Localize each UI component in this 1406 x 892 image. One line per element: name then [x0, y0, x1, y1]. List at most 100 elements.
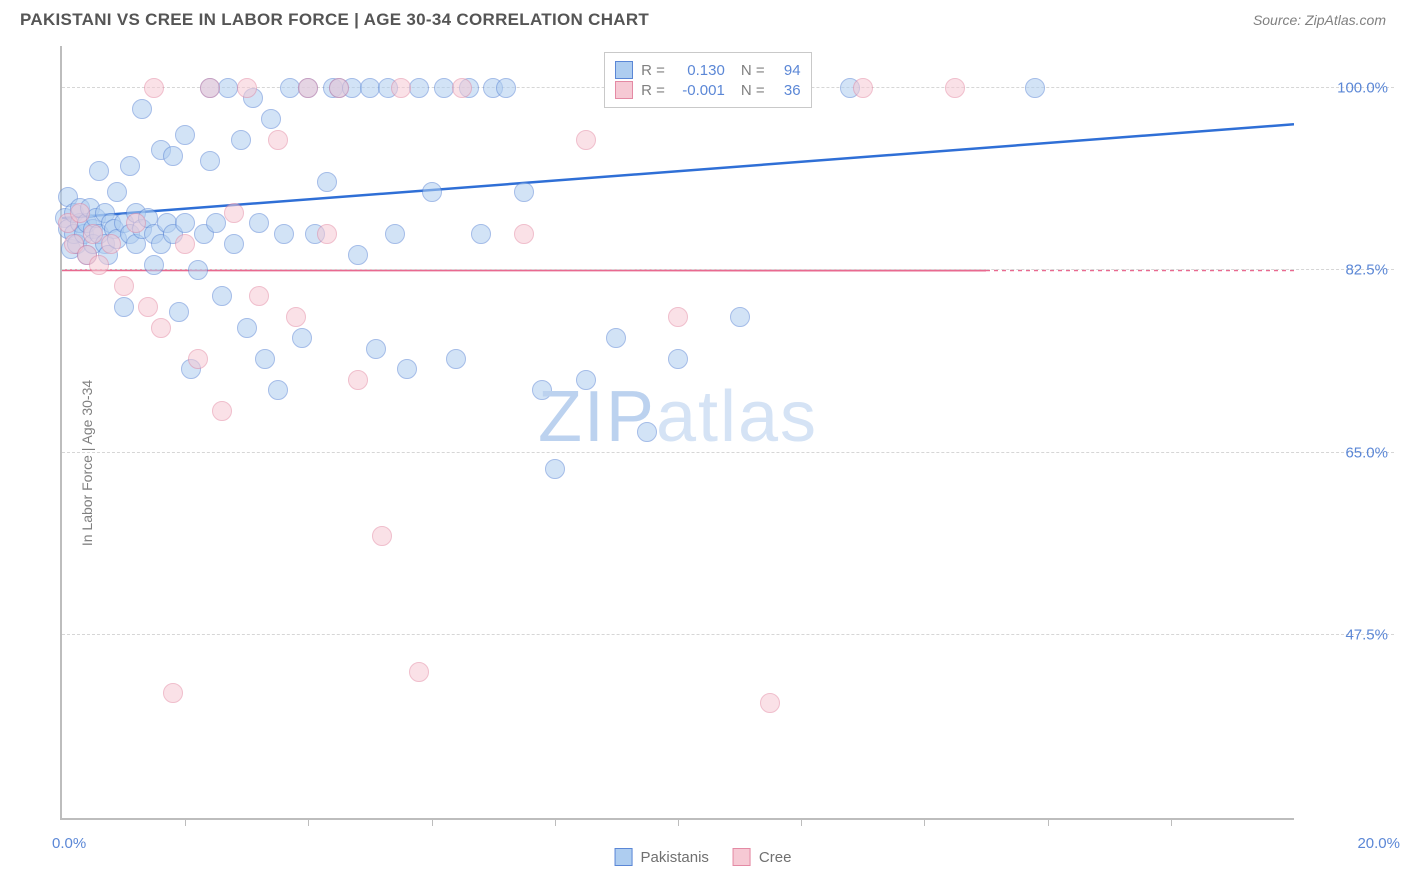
data-point [471, 224, 491, 244]
data-point [138, 208, 158, 228]
data-point [74, 224, 94, 244]
data-point [212, 401, 232, 421]
data-point [83, 219, 103, 239]
data-point [64, 203, 84, 223]
data-point [114, 276, 134, 296]
data-point [323, 78, 343, 98]
data-point [459, 78, 479, 98]
data-point [151, 140, 171, 160]
legend-item: Cree [733, 848, 792, 866]
data-point [206, 213, 226, 233]
legend-n-label: N = [741, 82, 765, 99]
chart-container: In Labor Force | Age 30-34 ZIPatlas R =0… [12, 46, 1394, 880]
data-point [261, 109, 281, 129]
legend-series-label: Cree [759, 849, 792, 866]
data-point [89, 255, 109, 275]
data-point [268, 130, 288, 150]
x-tick-label: 0.0% [52, 835, 86, 852]
data-point [181, 359, 201, 379]
data-point [348, 370, 368, 390]
x-tick [801, 818, 802, 826]
data-point [268, 380, 288, 400]
x-tick [924, 818, 925, 826]
correlation-legend: R =0.130N =94R =-0.001N =36 [604, 52, 812, 108]
x-tick [555, 818, 556, 826]
data-point [1025, 78, 1045, 98]
data-point [132, 219, 152, 239]
data-point [532, 380, 552, 400]
data-point [126, 234, 146, 254]
data-point [89, 161, 109, 181]
data-point [126, 213, 146, 233]
data-point [70, 203, 90, 223]
legend-r-value: -0.001 [671, 82, 725, 99]
legend-r-label: R = [641, 62, 665, 79]
data-point [58, 187, 78, 207]
data-point [348, 245, 368, 265]
y-tick-label: 65.0% [1300, 444, 1388, 461]
data-point [194, 224, 214, 244]
data-point [163, 146, 183, 166]
data-point [391, 78, 411, 98]
data-point [101, 234, 121, 254]
data-point [70, 198, 90, 218]
data-point [514, 182, 534, 202]
data-point [64, 234, 84, 254]
data-point [132, 99, 152, 119]
data-point [329, 78, 349, 98]
data-point [89, 224, 109, 244]
data-point [292, 328, 312, 348]
legend-n-value: 36 [771, 82, 801, 99]
data-point [58, 213, 78, 233]
legend-swatch [615, 81, 633, 99]
data-point [385, 224, 405, 244]
gridline [62, 634, 1394, 635]
data-point [86, 208, 106, 228]
data-point [231, 130, 251, 150]
data-point [200, 78, 220, 98]
data-point [452, 78, 472, 98]
data-point [107, 229, 127, 249]
data-point [249, 213, 269, 233]
trend-lines [62, 46, 1294, 818]
data-point [637, 422, 657, 442]
data-point [409, 78, 429, 98]
data-point [360, 78, 380, 98]
x-tick-label: 20.0% [1357, 835, 1400, 852]
data-point [668, 349, 688, 369]
data-point [151, 318, 171, 338]
legend-swatch [615, 61, 633, 79]
data-point [77, 245, 97, 265]
data-point [397, 359, 417, 379]
data-point [224, 234, 244, 254]
legend-r-value: 0.130 [671, 62, 725, 79]
data-point [126, 203, 146, 223]
data-point [114, 213, 134, 233]
data-point [255, 349, 275, 369]
data-point [606, 328, 626, 348]
data-point [545, 459, 565, 479]
data-point [576, 130, 596, 150]
data-point [61, 239, 81, 259]
data-point [274, 224, 294, 244]
data-point [144, 224, 164, 244]
legend-n-label: N = [741, 62, 765, 79]
data-point [175, 213, 195, 233]
data-point [280, 78, 300, 98]
data-point [175, 125, 195, 145]
data-point [151, 234, 171, 254]
data-point [576, 370, 596, 390]
data-point [237, 78, 257, 98]
data-point [101, 213, 121, 233]
data-point [83, 234, 103, 254]
data-point [83, 224, 103, 244]
data-point [120, 156, 140, 176]
data-point [70, 213, 90, 233]
data-point [95, 234, 115, 254]
data-point [169, 302, 189, 322]
legend-row: R =0.130N =94 [615, 61, 801, 79]
data-point [95, 203, 115, 223]
x-tick [1171, 818, 1172, 826]
data-point [98, 245, 118, 265]
data-point [317, 224, 337, 244]
